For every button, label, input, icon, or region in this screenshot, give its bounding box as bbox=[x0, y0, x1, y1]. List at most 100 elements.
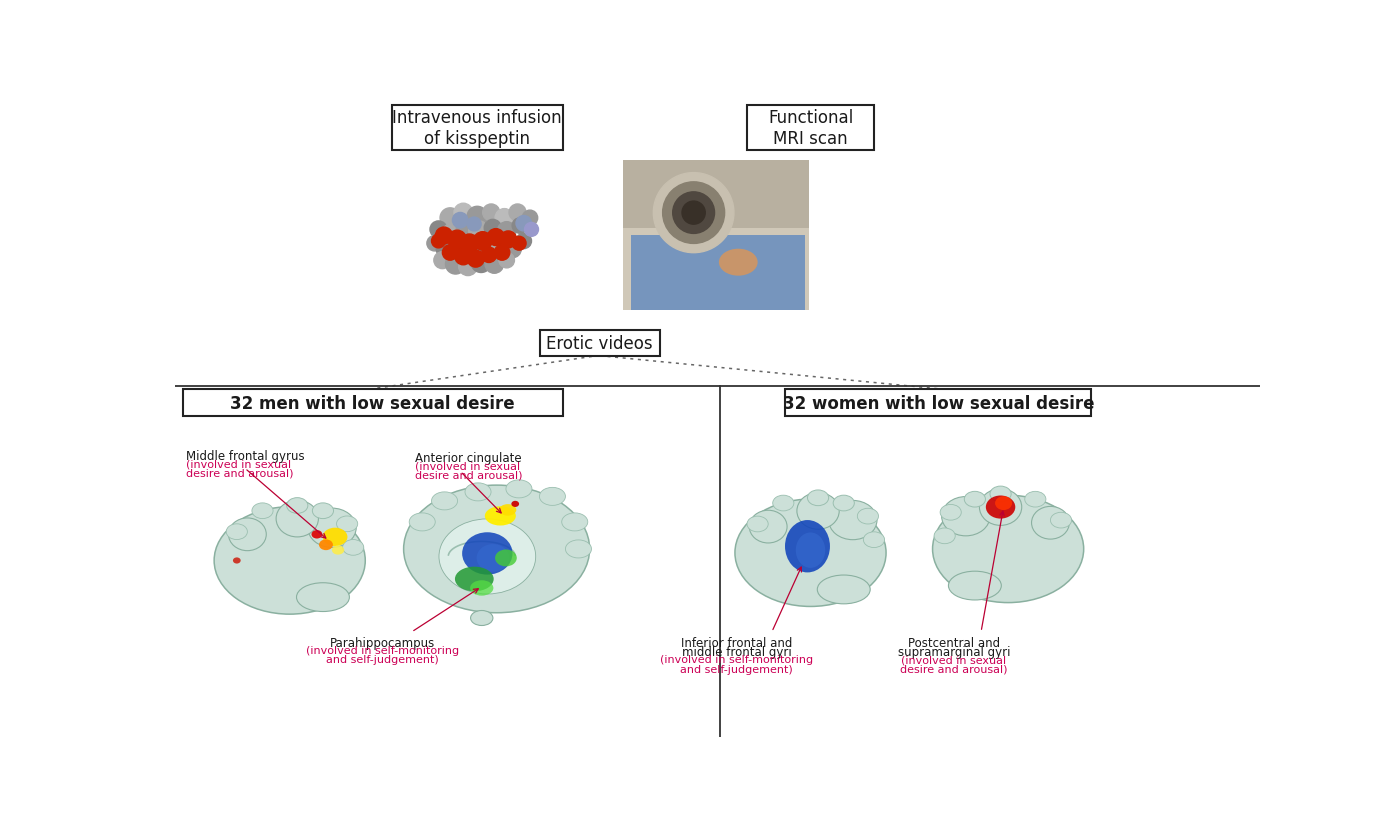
Circle shape bbox=[484, 256, 504, 274]
Ellipse shape bbox=[431, 493, 458, 510]
Ellipse shape bbox=[403, 485, 589, 613]
Circle shape bbox=[517, 234, 532, 249]
Ellipse shape bbox=[276, 501, 318, 537]
Ellipse shape bbox=[228, 518, 266, 551]
Circle shape bbox=[522, 211, 538, 226]
Circle shape bbox=[517, 216, 532, 232]
Circle shape bbox=[445, 255, 466, 275]
FancyBboxPatch shape bbox=[623, 161, 809, 310]
Circle shape bbox=[494, 245, 510, 261]
Circle shape bbox=[673, 193, 714, 234]
Circle shape bbox=[437, 239, 456, 259]
Text: Middle frontal gyrus: Middle frontal gyrus bbox=[186, 450, 304, 462]
Ellipse shape bbox=[470, 580, 493, 596]
Circle shape bbox=[470, 253, 491, 273]
FancyBboxPatch shape bbox=[746, 106, 875, 151]
Ellipse shape bbox=[312, 503, 333, 519]
Circle shape bbox=[484, 220, 501, 237]
Text: (involved in self-monitoring: (involved in self-monitoring bbox=[661, 655, 813, 665]
Ellipse shape bbox=[980, 489, 1022, 526]
Circle shape bbox=[512, 219, 528, 234]
Circle shape bbox=[427, 236, 442, 252]
Text: and self-judgement): and self-judgement) bbox=[680, 664, 794, 674]
Ellipse shape bbox=[795, 532, 825, 568]
Circle shape bbox=[487, 229, 504, 246]
Ellipse shape bbox=[319, 540, 333, 551]
Ellipse shape bbox=[505, 480, 532, 498]
Text: Parahippocampus: Parahippocampus bbox=[330, 636, 435, 649]
Circle shape bbox=[498, 253, 514, 268]
Circle shape bbox=[468, 207, 487, 227]
Ellipse shape bbox=[990, 487, 1011, 503]
Circle shape bbox=[503, 240, 521, 258]
Text: (involved in sexual: (involved in sexual bbox=[902, 655, 1007, 665]
Circle shape bbox=[430, 222, 447, 238]
Circle shape bbox=[475, 239, 496, 259]
Ellipse shape bbox=[749, 511, 787, 543]
Ellipse shape bbox=[343, 540, 364, 556]
Ellipse shape bbox=[1032, 507, 1070, 540]
Text: Anterior cingulate: Anterior cingulate bbox=[416, 451, 522, 465]
Ellipse shape bbox=[308, 508, 356, 548]
Ellipse shape bbox=[566, 540, 591, 558]
Ellipse shape bbox=[797, 493, 839, 530]
Circle shape bbox=[483, 205, 500, 222]
Circle shape bbox=[469, 222, 489, 242]
Ellipse shape bbox=[718, 249, 757, 277]
Text: middle frontal gyri: middle frontal gyri bbox=[682, 645, 792, 658]
Circle shape bbox=[682, 202, 706, 225]
Ellipse shape bbox=[297, 583, 350, 612]
Ellipse shape bbox=[409, 513, 435, 532]
Text: Postcentral and: Postcentral and bbox=[907, 636, 1000, 649]
Circle shape bbox=[510, 205, 526, 222]
Circle shape bbox=[455, 248, 472, 266]
Text: desire and arousal): desire and arousal) bbox=[416, 470, 522, 480]
Text: and self-judgement): and self-judgement) bbox=[326, 655, 440, 665]
FancyBboxPatch shape bbox=[630, 236, 805, 310]
Ellipse shape bbox=[773, 496, 794, 511]
Circle shape bbox=[654, 173, 734, 253]
Text: supramarginal gyri: supramarginal gyri bbox=[897, 645, 1011, 658]
Circle shape bbox=[473, 233, 491, 251]
Circle shape bbox=[500, 232, 517, 248]
Text: desire and arousal): desire and arousal) bbox=[186, 468, 294, 478]
Ellipse shape bbox=[829, 501, 876, 540]
Ellipse shape bbox=[232, 558, 241, 564]
Circle shape bbox=[435, 228, 452, 245]
Circle shape bbox=[496, 209, 514, 228]
Circle shape bbox=[442, 224, 462, 244]
Text: Inferior frontal and: Inferior frontal and bbox=[682, 636, 792, 649]
Ellipse shape bbox=[470, 611, 493, 626]
Ellipse shape bbox=[214, 508, 365, 614]
Ellipse shape bbox=[287, 498, 308, 513]
Circle shape bbox=[454, 204, 473, 223]
Ellipse shape bbox=[995, 497, 1012, 510]
Ellipse shape bbox=[965, 492, 986, 508]
Ellipse shape bbox=[462, 532, 512, 575]
Ellipse shape bbox=[1025, 492, 1046, 508]
FancyBboxPatch shape bbox=[785, 389, 1092, 417]
Ellipse shape bbox=[748, 517, 769, 532]
Ellipse shape bbox=[455, 567, 494, 591]
Ellipse shape bbox=[986, 496, 1015, 519]
Ellipse shape bbox=[948, 571, 1001, 600]
Circle shape bbox=[497, 223, 517, 241]
Ellipse shape bbox=[476, 545, 510, 572]
Text: Erotic videos: Erotic videos bbox=[546, 335, 652, 353]
Text: (involved in sexual: (involved in sexual bbox=[416, 461, 521, 471]
FancyBboxPatch shape bbox=[392, 106, 563, 151]
Text: 32 women with low sexual desire: 32 women with low sexual desire bbox=[783, 394, 1095, 412]
Circle shape bbox=[448, 231, 466, 249]
Circle shape bbox=[461, 241, 483, 262]
Ellipse shape bbox=[336, 517, 358, 532]
Circle shape bbox=[452, 213, 468, 229]
Ellipse shape bbox=[500, 504, 517, 516]
Ellipse shape bbox=[818, 575, 871, 604]
FancyBboxPatch shape bbox=[623, 229, 809, 310]
Ellipse shape bbox=[932, 496, 1084, 603]
Ellipse shape bbox=[227, 524, 248, 540]
Circle shape bbox=[468, 218, 482, 232]
FancyBboxPatch shape bbox=[539, 331, 659, 357]
Ellipse shape bbox=[934, 528, 955, 544]
Text: (involved in sexual: (involved in sexual bbox=[186, 459, 291, 469]
